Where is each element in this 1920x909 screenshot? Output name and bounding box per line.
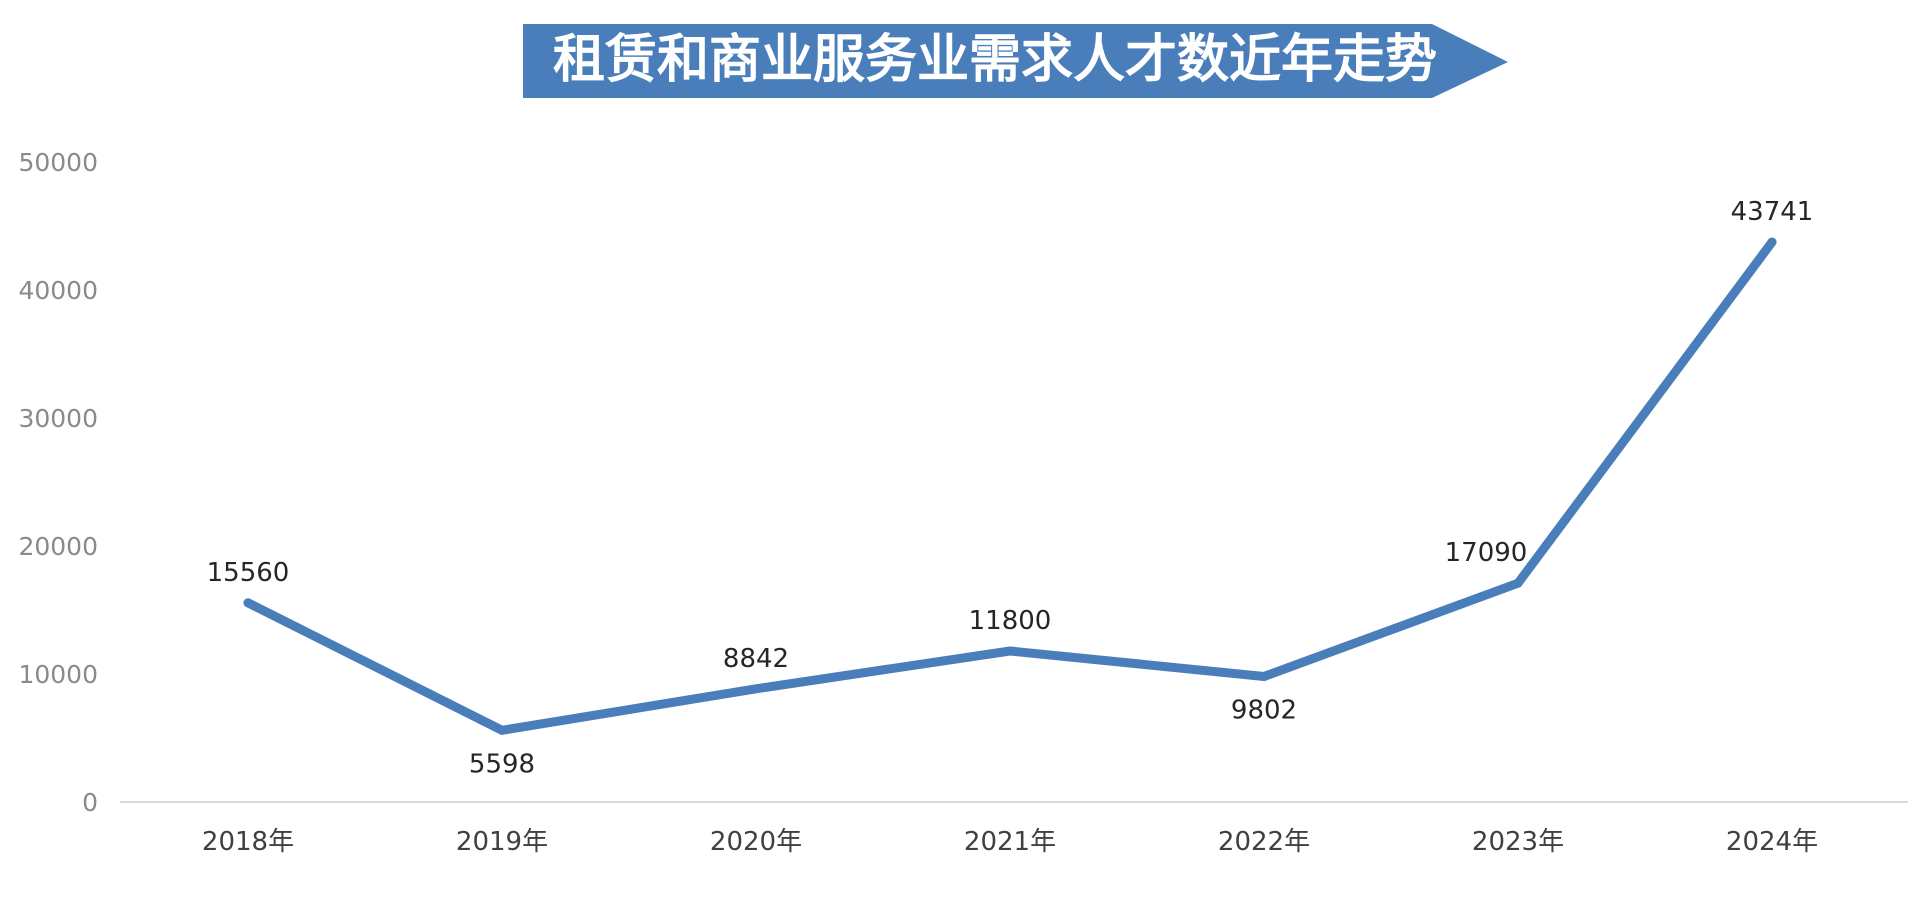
y-tick-label: 50000 bbox=[18, 148, 98, 177]
chart-title-banner: 租赁和商业服务业需求人才数近年走势 bbox=[523, 24, 1508, 98]
data-label: 9802 bbox=[1231, 696, 1297, 726]
y-tick-label: 40000 bbox=[18, 276, 98, 305]
data-point bbox=[497, 725, 507, 735]
y-tick-label: 20000 bbox=[18, 532, 98, 561]
data-point bbox=[1005, 646, 1015, 656]
data-point bbox=[1259, 672, 1269, 682]
y-tick-label: 0 bbox=[82, 788, 98, 817]
data-point bbox=[1767, 237, 1777, 247]
x-tick-label: 2024年 bbox=[1726, 827, 1818, 857]
x-tick-label: 2020年 bbox=[710, 827, 802, 857]
data-point bbox=[243, 598, 253, 608]
data-label: 11800 bbox=[969, 606, 1052, 636]
y-tick-label: 10000 bbox=[18, 660, 98, 689]
title-arrow-banner bbox=[523, 24, 1508, 98]
x-tick-label: 2019年 bbox=[456, 827, 548, 857]
data-point bbox=[1513, 578, 1523, 588]
x-axis-tick-labels: 2018年 2019年 2020年 2021年 2022年 2023年 2024年 bbox=[202, 827, 1818, 857]
x-tick-label: 2023年 bbox=[1472, 827, 1564, 857]
data-label: 15560 bbox=[207, 558, 290, 588]
y-axis-tick-labels: 0 10000 20000 30000 40000 50000 bbox=[18, 148, 98, 817]
x-tick-label: 2018年 bbox=[202, 827, 294, 857]
chart-title: 租赁和商业服务业需求人才数近年走势 bbox=[553, 29, 1437, 90]
data-label: 43741 bbox=[1731, 197, 1814, 227]
data-label: 17090 bbox=[1445, 538, 1528, 568]
x-tick-label: 2021年 bbox=[964, 827, 1056, 857]
data-label: 5598 bbox=[469, 749, 535, 779]
series-line bbox=[243, 237, 1777, 735]
data-labels: 15560 5598 8842 11800 9802 17090 43741 bbox=[207, 197, 1814, 779]
data-point bbox=[751, 684, 761, 694]
y-tick-label: 30000 bbox=[18, 404, 98, 433]
data-label: 8842 bbox=[723, 644, 789, 674]
x-tick-label: 2022年 bbox=[1218, 827, 1310, 857]
